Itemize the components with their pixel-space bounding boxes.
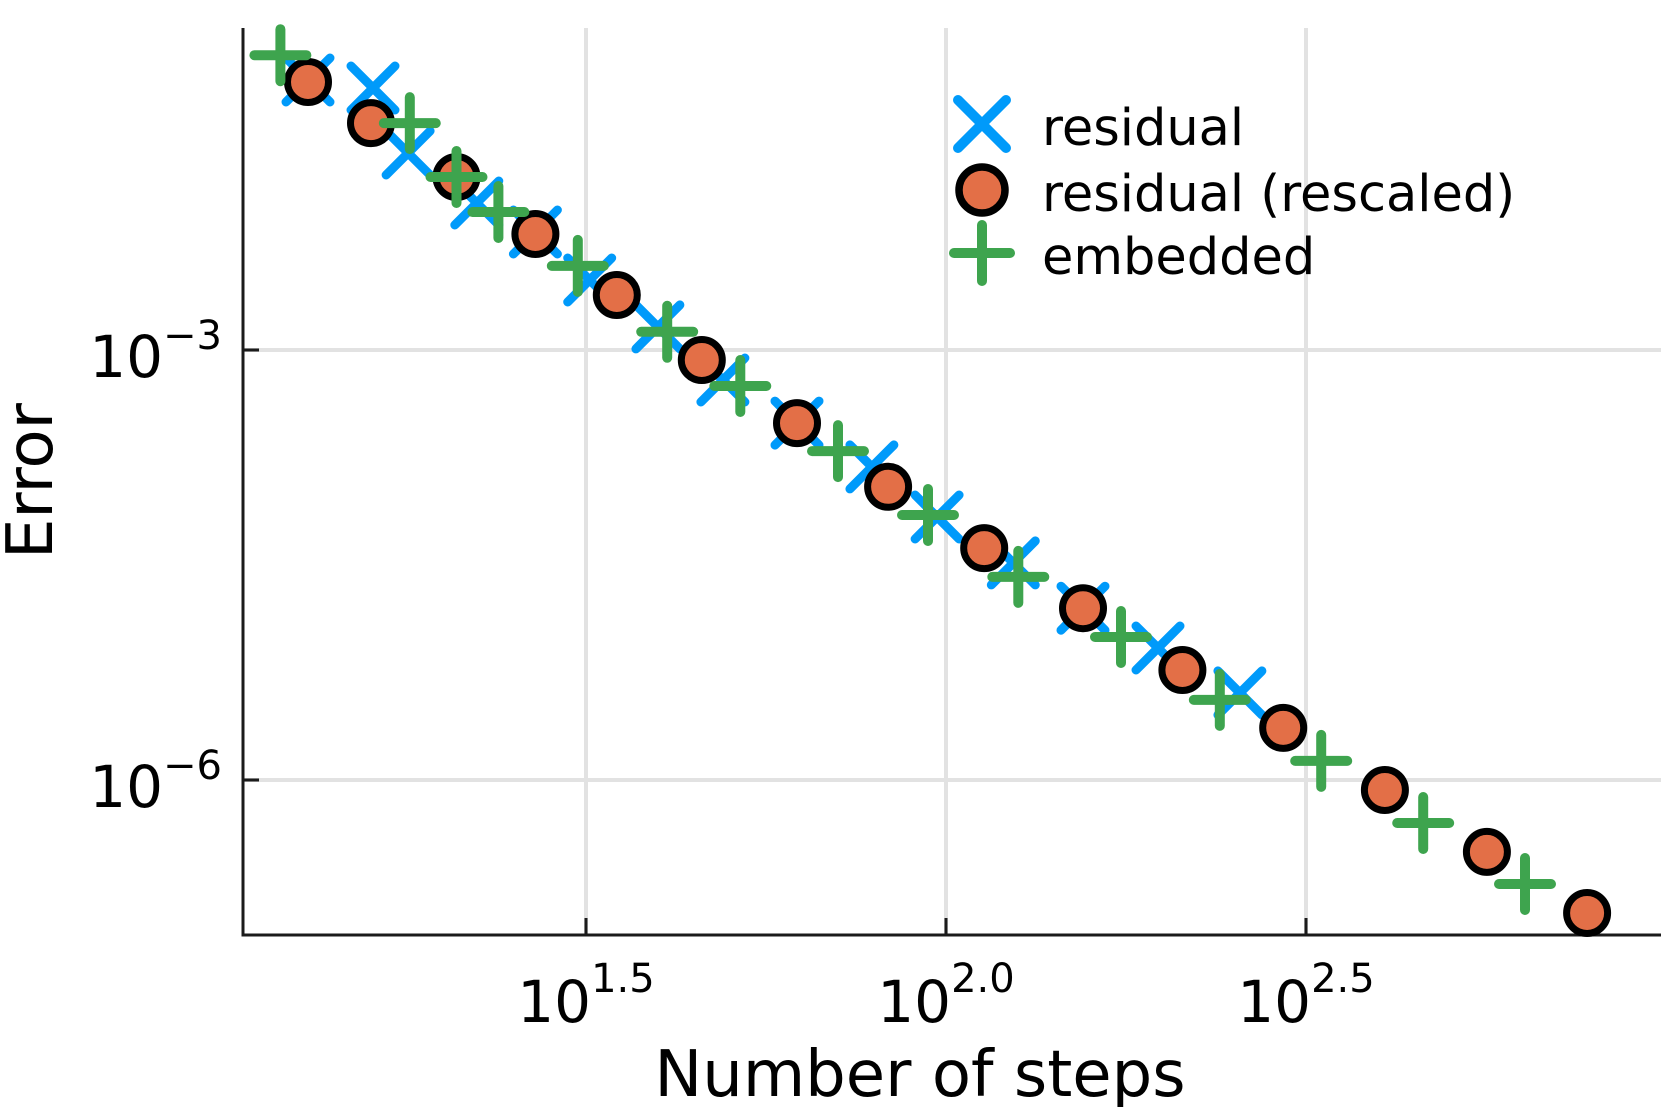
series-circle <box>284 58 1612 937</box>
circle-marker <box>773 399 821 448</box>
plus-marker <box>1090 606 1152 668</box>
plus-marker <box>709 355 772 417</box>
plus-marker <box>1188 668 1251 731</box>
plus-marker <box>987 545 1050 608</box>
x-tick-label: 101.5 <box>517 956 654 1036</box>
circle-marker <box>592 271 641 319</box>
tick-marks <box>243 348 1308 935</box>
plus-marker <box>378 92 441 155</box>
legend-item-residual-rescaled: residual (rescaled) <box>955 163 1515 224</box>
plus-marker <box>467 181 530 243</box>
plus-marker <box>807 420 869 483</box>
legend-item-residual: residual <box>953 95 1244 158</box>
plus-marker <box>249 24 312 87</box>
circle-marker <box>1563 889 1612 937</box>
series-plus <box>249 24 1556 915</box>
plus-marker <box>897 484 959 546</box>
legend: residual residual (rescaled) embedded <box>949 95 1515 287</box>
circle-marker <box>1259 703 1308 752</box>
y-tick-label: 10−3 <box>89 313 222 391</box>
x-marker-icon <box>953 95 1011 153</box>
circle-marker <box>960 524 1009 573</box>
legend-label: residual (rescaled) <box>1042 165 1515 224</box>
circle-marker <box>1158 646 1207 694</box>
circle-marker <box>511 210 560 258</box>
circle-marker <box>864 462 913 511</box>
x-axis-label: Number of steps <box>654 1038 1185 1107</box>
circle-marker-icon <box>955 163 1009 217</box>
circle-marker <box>1462 827 1511 876</box>
plus-marker <box>1290 729 1353 792</box>
plus-marker-icon <box>949 220 1015 286</box>
y-tick-label: 10−6 <box>89 743 222 821</box>
circle-marker <box>677 336 726 384</box>
plus-marker <box>1392 792 1455 854</box>
plus-marker <box>1494 853 1556 915</box>
data-series <box>249 24 1612 937</box>
legend-label: embedded <box>1042 228 1315 287</box>
x-marker <box>1213 666 1267 720</box>
plus-marker <box>546 234 609 297</box>
x-marker <box>346 61 400 115</box>
legend-label: residual <box>1042 99 1244 158</box>
plus-marker <box>425 146 488 208</box>
legend-item-embedded: embedded <box>949 220 1315 287</box>
circle-marker <box>1059 584 1107 633</box>
circle-marker <box>284 58 332 106</box>
tick-labels: 101.5 102.0 102.5 10−3 10−6 <box>89 313 1375 1036</box>
circle-marker <box>1360 766 1409 814</box>
x-tick-label: 102.0 <box>877 956 1014 1036</box>
y-axis-label: Error <box>0 402 68 559</box>
x-tick-label: 102.5 <box>1237 956 1374 1036</box>
gridlines <box>243 28 1661 935</box>
plus-marker <box>636 300 699 363</box>
